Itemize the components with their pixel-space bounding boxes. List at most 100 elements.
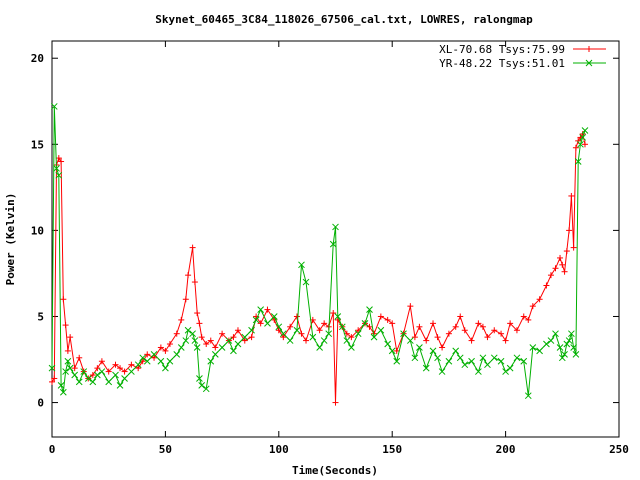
data-point	[241, 333, 249, 341]
data-point	[76, 354, 83, 361]
x-axis-label: Time(Seconds)	[292, 464, 378, 477]
data-point	[257, 320, 264, 327]
data-point	[298, 330, 305, 337]
data-point	[411, 354, 419, 362]
data-point	[105, 378, 113, 386]
data-point	[189, 244, 196, 251]
data-point	[218, 344, 226, 351]
data-point	[178, 316, 185, 323]
data-point	[377, 313, 384, 320]
y-tick-label: 0	[37, 397, 44, 410]
data-point	[423, 337, 430, 344]
data-point	[498, 330, 505, 337]
data-point	[400, 330, 407, 338]
data-point	[230, 347, 237, 355]
data-point	[177, 344, 185, 351]
data-point	[234, 327, 241, 334]
data-point	[275, 323, 283, 331]
data-point	[57, 381, 65, 389]
data-point	[202, 385, 210, 393]
data-point	[53, 165, 60, 172]
data-point	[491, 327, 498, 334]
data-point	[552, 265, 559, 272]
data-point	[185, 272, 192, 279]
data-point	[547, 272, 554, 279]
data-point	[211, 351, 219, 358]
data-point	[529, 344, 537, 351]
data-point	[366, 306, 373, 313]
data-point	[55, 155, 62, 162]
data-point	[150, 351, 158, 358]
data-point	[128, 361, 135, 368]
data-point	[547, 337, 555, 344]
data-point	[59, 388, 67, 396]
data-point	[321, 320, 328, 327]
data-point	[293, 313, 300, 320]
data-point	[64, 357, 72, 365]
data-point	[257, 306, 265, 313]
data-point	[89, 372, 96, 379]
data-point	[48, 364, 56, 372]
y-tick-label: 15	[31, 138, 44, 151]
data-point	[191, 279, 198, 286]
data-point	[566, 227, 573, 234]
data-point	[575, 137, 582, 144]
data-point	[143, 357, 151, 365]
data-point	[416, 323, 423, 330]
data-point	[144, 351, 151, 358]
data-point	[298, 261, 305, 269]
data-point	[407, 303, 414, 310]
data-point	[406, 337, 414, 344]
data-point	[565, 337, 573, 344]
data-point	[525, 316, 532, 323]
data-point	[558, 354, 566, 362]
y-tick-label: 20	[31, 52, 44, 65]
x-tick-label: 150	[382, 443, 402, 456]
data-point	[80, 368, 88, 375]
data-point	[117, 365, 124, 372]
data-point	[71, 365, 78, 372]
data-point	[445, 357, 453, 365]
data-point	[561, 268, 568, 275]
data-point	[203, 341, 210, 348]
x-tick-label: 100	[269, 443, 289, 456]
data-point	[173, 330, 180, 337]
data-point	[139, 354, 147, 362]
data-point	[563, 248, 570, 255]
data-point	[572, 351, 580, 358]
x-axis: 0 50 100 150 200 250	[49, 41, 629, 456]
data-point	[388, 347, 396, 355]
data-point	[366, 323, 373, 330]
data-point	[64, 347, 71, 354]
data-point	[264, 306, 271, 313]
data-point	[384, 316, 391, 323]
data-point	[422, 364, 430, 372]
data-point	[166, 341, 173, 348]
data-point	[121, 375, 128, 382]
data-point	[325, 330, 333, 338]
y-tick-label: 10	[31, 224, 44, 237]
data-point	[520, 357, 528, 365]
data-point	[457, 313, 464, 320]
legend: XL-70.68 Tsys:75.99 YR-48.22 Tsys:51.01	[439, 43, 606, 70]
data-point	[264, 320, 271, 327]
data-point	[128, 368, 135, 375]
data-point	[157, 357, 165, 365]
data-point	[286, 337, 294, 344]
data-point	[121, 368, 128, 375]
data-point	[287, 323, 294, 330]
data-point	[58, 158, 65, 165]
data-point	[302, 278, 310, 286]
data-point	[502, 368, 509, 375]
y-axis-label: Power (Kelvin)	[4, 193, 17, 286]
data-point	[112, 361, 119, 368]
data-point	[212, 344, 219, 351]
plot-frame	[51, 40, 620, 438]
data-point	[196, 375, 203, 382]
data-point	[452, 323, 459, 330]
series-line	[51, 132, 586, 403]
y-axis: 0 5 10 15 20	[31, 52, 619, 410]
data-point	[303, 337, 310, 344]
data-point	[484, 334, 491, 341]
data-point	[361, 320, 369, 327]
